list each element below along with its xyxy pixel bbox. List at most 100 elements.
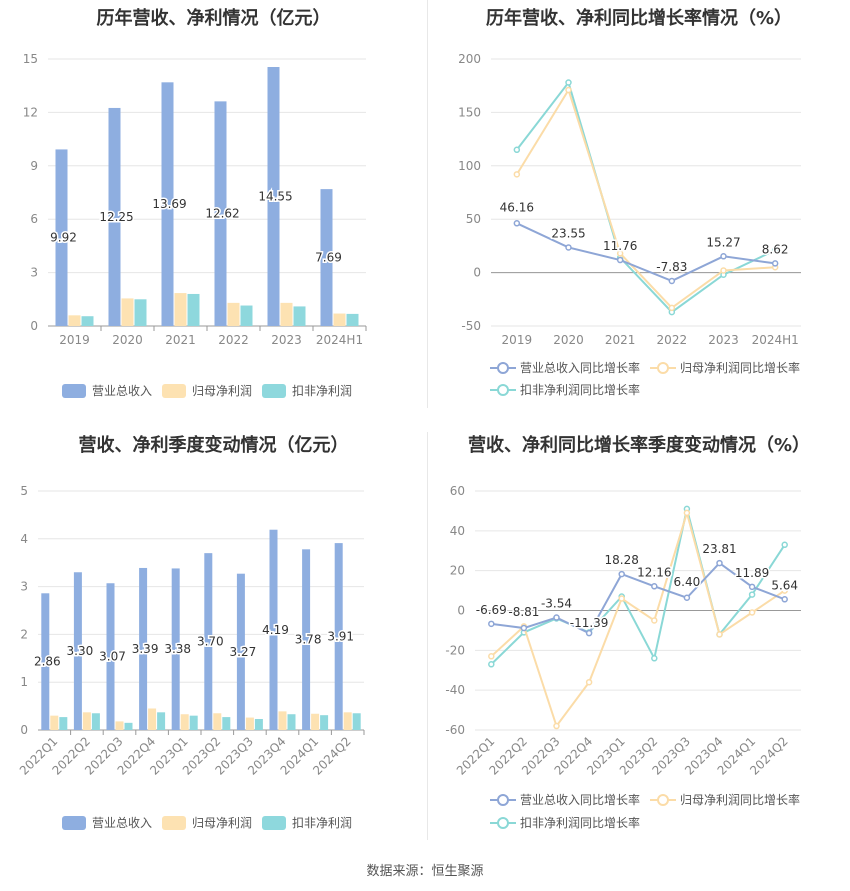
legend-swatch xyxy=(62,816,86,830)
annual-bar-chart: 0 3 6 9 12 15 2019 9.92 2020 12.25 2021 13.69 2022 12… xyxy=(23,52,367,398)
legend-label: 营业总收入同比增长率 xyxy=(520,360,640,375)
revenue-growth-point xyxy=(513,220,521,227)
revenue-growth-data-label: 11.76 xyxy=(603,239,637,253)
1-ytick-label: 200 xyxy=(458,52,481,66)
revenue-growth-point xyxy=(716,559,723,567)
legend-item[interactable]: 营业总收入同比增长率 xyxy=(490,792,640,807)
bar-parent-net-profit xyxy=(148,708,157,730)
legend-item[interactable]: 扣非净利润同比增长率 xyxy=(490,815,640,830)
legend-marker xyxy=(657,362,669,374)
parent-profit-growth-point xyxy=(585,678,593,686)
bar-revenue xyxy=(320,189,333,326)
deducted-profit-growth-point xyxy=(651,655,658,662)
1-ytick-label: 0 xyxy=(473,266,481,280)
0-ytick-label: 3 xyxy=(30,266,38,280)
legend-label: 归母净利润同比增长率 xyxy=(680,792,800,807)
revenue-growth-point xyxy=(781,596,788,603)
legend-item[interactable]: 扣非净利润同比增长率 xyxy=(490,382,640,397)
x-tick-label: 2021 xyxy=(165,333,196,347)
legend-item[interactable]: 营业总收入 xyxy=(62,816,152,830)
2-ytick-label: 0 xyxy=(20,723,28,737)
3-ytick-label: -60 xyxy=(445,723,465,737)
bar-revenue xyxy=(269,529,278,730)
bar-parent-net-profit xyxy=(245,717,254,730)
legend-item[interactable]: 扣非净利润 xyxy=(262,384,352,398)
legend-label: 扣非净利润 xyxy=(292,816,352,830)
revenue-data-label: 14.55 xyxy=(258,190,292,204)
quarter-bar-panel: 营收、净利季度变动情况（亿元） 0 1 2 3 4 5 2022Q1 2.86 2022Q2 3.… xyxy=(0,425,427,845)
legend-item[interactable]: 归母净利润 xyxy=(162,816,252,830)
revenue-growth-data-label: 11.89 xyxy=(735,566,769,580)
deducted-profit-growth-point xyxy=(771,246,779,254)
annual-bar-title: 历年营收、净利情况（亿元） xyxy=(96,8,331,29)
3-ytick-label: -40 xyxy=(445,683,465,697)
revenue-data-label: 3.70 xyxy=(197,635,224,649)
bar-revenue xyxy=(334,543,343,730)
bar-parent-net-profit xyxy=(180,714,189,730)
x-tick-label: 2022 xyxy=(657,333,688,347)
parent-profit-growth-line xyxy=(515,87,776,310)
revenue-growth-point xyxy=(720,253,727,260)
bar-parent-net-profit xyxy=(278,711,287,730)
revenue-data-label: 3.07 xyxy=(99,650,126,664)
revenue-growth-data-label: 5.64 xyxy=(771,578,798,592)
legend-label: 归母净利润 xyxy=(192,384,252,398)
revenue-growth-data-label: -7.83 xyxy=(656,260,687,274)
legend-item[interactable]: 归母净利润同比增长率 xyxy=(650,792,800,807)
legend-item[interactable]: 归母净利润 xyxy=(162,384,252,398)
legend-label: 归母净利润 xyxy=(192,816,252,830)
x-tick-label: 2020 xyxy=(553,333,584,347)
revenue-growth-data-label: -8.81 xyxy=(508,605,539,619)
legend-swatch xyxy=(162,384,186,398)
vertical-divider-top xyxy=(427,0,428,408)
legend-item[interactable]: 扣非净利润 xyxy=(262,816,352,830)
bar-revenue xyxy=(302,549,311,730)
x-tick-label: 2022 xyxy=(218,333,249,347)
3-ytick-label: 40 xyxy=(450,524,465,538)
0-ytick-label: 12 xyxy=(23,105,38,119)
parent-profit-growth-point xyxy=(618,595,625,602)
revenue-growth-data-label: 18.28 xyxy=(605,553,639,567)
revenue-data-label: 12.62 xyxy=(205,207,239,221)
bar-revenue xyxy=(139,567,148,730)
quarter-bar-title: 营收、净利季度变动情况（亿元） xyxy=(78,435,349,456)
3-ytick-label: 20 xyxy=(450,564,465,578)
2-ytick-label: 3 xyxy=(20,580,28,594)
parent-profit-growth-point xyxy=(651,617,658,624)
legend-item[interactable]: 归母净利润同比增长率 xyxy=(650,360,800,375)
bar-revenue xyxy=(55,149,68,326)
revenue-growth-data-label: 23.55 xyxy=(551,226,585,240)
3-ytick-label: -20 xyxy=(445,643,465,657)
bar-parent-net-profit xyxy=(50,715,59,730)
bar-revenue xyxy=(267,67,280,326)
bar-parent-net-profit xyxy=(333,313,346,326)
bar-deducted-net-profit xyxy=(157,712,166,730)
x-tick-label: 2020 xyxy=(112,333,143,347)
revenue-growth-line xyxy=(491,561,786,635)
bar-deducted-net-profit xyxy=(346,313,359,326)
x-tick-label: 2023 xyxy=(271,333,302,347)
legend-item[interactable]: 营业总收入同比增长率 xyxy=(490,360,640,375)
legend-marker xyxy=(497,794,509,806)
bar-deducted-net-profit xyxy=(189,715,198,730)
2-ytick-label: 5 xyxy=(20,484,28,498)
2-ytick-label: 4 xyxy=(20,532,28,546)
legend-swatch xyxy=(162,816,186,830)
bar-parent-net-profit xyxy=(68,315,81,326)
2-ytick-label: 2 xyxy=(20,627,28,641)
revenue-data-label: 7.69 xyxy=(315,251,342,265)
revenue-growth-point xyxy=(668,277,676,285)
legend-swatch xyxy=(262,816,286,830)
bar-revenue xyxy=(106,583,115,730)
revenue-data-label: 13.69 xyxy=(152,197,186,211)
revenue-growth-point xyxy=(748,583,756,591)
bar-parent-net-profit xyxy=(227,302,240,326)
legend-item[interactable]: 营业总收入 xyxy=(62,384,152,398)
bar-parent-net-profit xyxy=(311,713,320,730)
revenue-data-label: 3.39 xyxy=(132,642,159,656)
revenue-growth-point xyxy=(585,629,593,637)
bar-deducted-net-profit xyxy=(293,306,306,326)
bar-revenue xyxy=(171,568,180,730)
deducted-profit-growth-point xyxy=(488,661,495,668)
legend-label: 营业总收入 xyxy=(92,384,152,398)
